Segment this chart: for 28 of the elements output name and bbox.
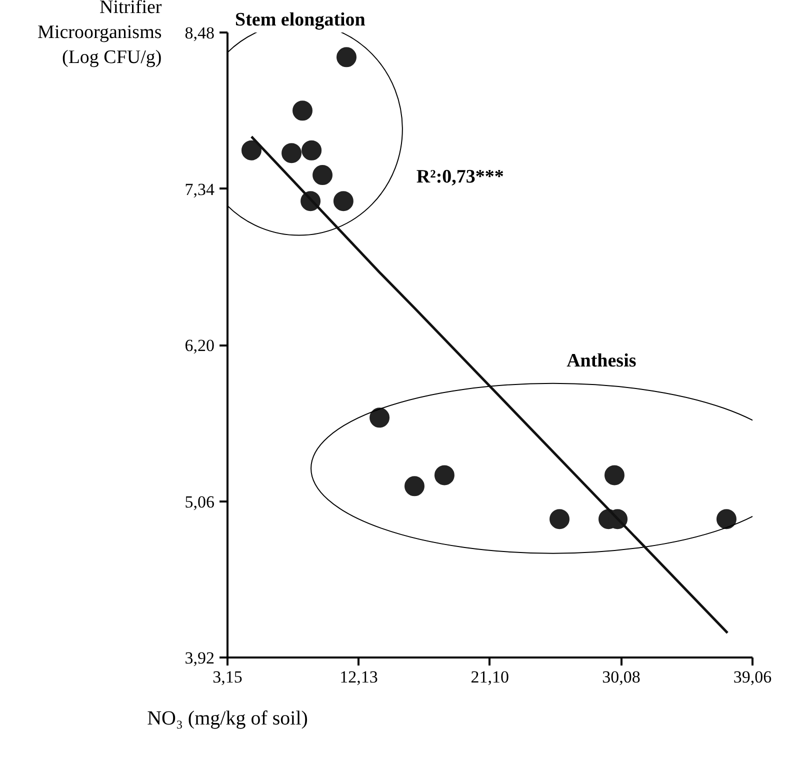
point bbox=[241, 140, 262, 160]
point bbox=[604, 465, 624, 486]
x-tick-label: 3,15 bbox=[212, 668, 242, 686]
x-tick-label: 30,08 bbox=[602, 668, 640, 686]
x-tick-label: 21,10 bbox=[470, 668, 510, 686]
text: Stem elongation bbox=[235, 10, 366, 30]
point bbox=[292, 100, 312, 121]
point bbox=[333, 191, 354, 212]
point bbox=[282, 143, 302, 164]
y-tick-label: 6,20 bbox=[184, 336, 214, 355]
y-tick-label: 8,48 bbox=[184, 24, 214, 42]
annotation: R²:0,73*** bbox=[416, 166, 504, 188]
point bbox=[404, 476, 424, 496]
point bbox=[312, 165, 333, 186]
point bbox=[434, 465, 454, 486]
line-series bbox=[250, 135, 729, 634]
point bbox=[302, 140, 322, 160]
y-tick-label: 7,34 bbox=[184, 180, 215, 199]
point bbox=[336, 47, 357, 68]
y-tick-label: 5,06 bbox=[184, 492, 214, 512]
y-tick-label: 3,92 bbox=[184, 648, 214, 668]
x-axis-title: NO₃ (mg/kg of soil) bbox=[147, 708, 308, 730]
annotation: Anthesis bbox=[566, 350, 636, 372]
x-tick-label: 39,06 bbox=[733, 668, 772, 686]
point bbox=[716, 509, 736, 530]
point bbox=[370, 408, 390, 428]
x-tick-label: 12,13 bbox=[340, 668, 378, 686]
point bbox=[550, 509, 570, 530]
